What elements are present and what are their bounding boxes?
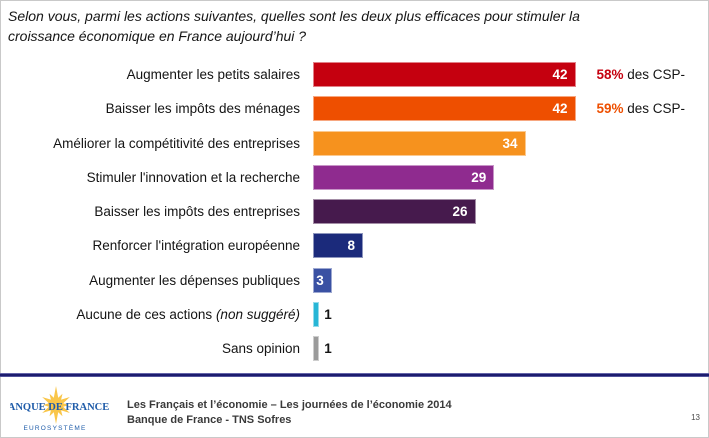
chart-row: Stimuler l'innovation et la recherche 29 [0,164,709,190]
bar-value: 29 [471,169,487,185]
footer-divider [0,373,709,377]
bar-label: Augmenter les petits salaires [126,67,300,82]
bar-label: Aucune de ces actions (non suggéré) [76,307,300,323]
chart-row: Sans opinion 1 [0,336,709,362]
chart-row: Aucune de ces actions (non suggéré) 1 [0,302,709,328]
bar-label: Améliorer la compétitivité des entrepris… [53,135,300,151]
bar-rows: Augmenter les petits salaires 42 58% des C… [0,62,709,362]
bar-value: 42 [552,67,568,82]
question-title-line2: croissance économique en France aujourd’… [8,28,307,44]
logo-wordmark: BANQUE DE FRANCE [10,402,109,413]
bar-track: 34 [313,130,709,156]
chart-row: Renforcer l'intégration européenne 8 [0,233,709,259]
annotation-text: des CSP- [623,101,686,117]
bar-label: Baisser les impôts des ménages [105,101,300,117]
logo-starburst-icon: BANQUE DE FRANCE EUROSYSTÈME [1,386,109,432]
question-title: Selon vous, parmi les actions suivantes,… [8,6,703,46]
bar-track: 29 [313,164,709,190]
source-line2: Banque de France - TNS Sofres [127,414,292,426]
bar: 8 [313,233,363,259]
banque-de-france-logo: BANQUE DE FRANCE EUROSYSTÈME [1,386,120,438]
bar: 42 [313,62,576,87]
bar-track: 8 [313,233,709,259]
bar-value: 1 [324,307,332,323]
annotation-text: des CSP- [623,67,686,82]
bar-label: Augmenter les dépenses publiques [89,272,300,288]
bar-chart: Augmenter les petits salaires 42 58% des C… [0,62,709,371]
bar-value: 42 [552,101,568,117]
bar-track: 26 [313,199,709,225]
bar-label: Renforcer l'intégration européenne [92,238,300,254]
bar [313,302,320,328]
bar-value: 8 [347,238,355,254]
bar: 34 [313,130,526,156]
bar-value: 34 [502,135,518,151]
bar-value: 26 [452,204,468,220]
bar-track: 42 59% des CSP- [313,96,709,122]
bar-annotation: 59% des CSP- [597,101,686,116]
bar-label-italic: (non suggéré) [212,307,300,323]
chart-row: Baisser les impôts des ménages 42 59% des … [0,96,709,122]
annotation-highlight: 58% [596,67,624,82]
bar-track: 1 [313,302,709,328]
bar-value: 1 [324,341,332,357]
bar: 42 [313,96,576,122]
question-title-line1: Selon vous, parmi les actions suivantes,… [8,8,580,24]
source-caption: Les Français et l’économie – Les journée… [127,398,452,428]
chart-row: Augmenter les petits salaires 42 58% des C… [0,62,709,87]
chart-row: Baisser les impôts des entreprises 26 [0,199,709,225]
bar: 29 [313,164,495,190]
bar-track: 42 58% des CSP- [313,62,709,87]
bar-track: 3 [313,267,709,293]
bar-value: 3 [316,272,324,288]
source-line1: Les Français et l’économie – Les journée… [127,399,452,411]
bar-label: Stimuler l'innovation et la recherche [86,169,300,185]
bar: 26 [313,199,476,225]
bar-annotation: 58% des CSP- [597,67,686,82]
bar-label: Sans opinion [221,341,300,357]
bar: 3 [313,267,332,293]
annotation-highlight: 59% [596,101,624,117]
chart-row: Améliorer la compétitivité des entrepris… [0,130,709,156]
page-number: 13 [691,413,700,422]
bar-track: 1 [313,336,709,362]
chart-row: Augmenter les dépenses publiques 3 [0,267,709,293]
bar-label: Baisser les impôts des entreprises [94,204,300,220]
logo-subtitle: EUROSYSTÈME [23,423,86,432]
bar [313,336,320,362]
